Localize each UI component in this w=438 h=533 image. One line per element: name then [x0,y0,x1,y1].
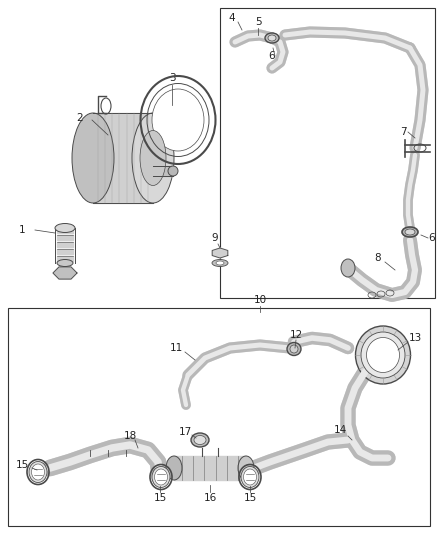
Polygon shape [53,267,77,279]
Ellipse shape [241,466,259,488]
Ellipse shape [132,113,174,203]
Ellipse shape [216,261,224,265]
Text: 7: 7 [400,127,406,137]
Ellipse shape [72,113,114,203]
Text: 3: 3 [169,73,175,83]
Ellipse shape [140,131,166,185]
Ellipse shape [212,260,228,266]
Text: 5: 5 [254,17,261,27]
Text: 16: 16 [203,493,217,503]
Text: 17: 17 [178,427,192,437]
Text: 9: 9 [212,233,218,243]
Text: 1: 1 [19,225,25,235]
Ellipse shape [361,332,405,378]
Ellipse shape [166,456,182,480]
Ellipse shape [32,464,45,480]
Ellipse shape [191,433,209,447]
Text: 15: 15 [15,460,28,470]
Ellipse shape [287,343,301,356]
Ellipse shape [405,229,415,235]
Ellipse shape [356,326,410,384]
Ellipse shape [341,259,355,277]
Ellipse shape [155,469,167,485]
Text: 6: 6 [429,233,435,243]
Ellipse shape [194,435,206,445]
Ellipse shape [367,337,399,373]
Ellipse shape [152,89,204,151]
Bar [8,308,430,526]
Text: 13: 13 [408,333,422,343]
Ellipse shape [268,35,276,41]
Ellipse shape [29,462,47,482]
Ellipse shape [57,260,73,266]
Text: 15: 15 [153,493,166,503]
Text: 18: 18 [124,431,137,441]
Ellipse shape [265,33,279,43]
Text: 2: 2 [77,113,83,123]
Ellipse shape [402,227,418,237]
Ellipse shape [168,166,178,176]
Text: 14: 14 [333,425,346,435]
Ellipse shape [238,456,254,480]
Ellipse shape [244,469,257,485]
Ellipse shape [152,466,170,488]
Text: 15: 15 [244,493,257,503]
Ellipse shape [290,345,298,353]
Text: 8: 8 [374,253,381,263]
Text: 10: 10 [254,295,267,305]
Ellipse shape [55,223,75,232]
Text: 4: 4 [229,13,235,23]
Polygon shape [212,248,228,258]
Bar [220,8,435,298]
Text: 12: 12 [290,330,303,340]
Text: 6: 6 [268,51,276,61]
Text: 11: 11 [170,343,183,353]
